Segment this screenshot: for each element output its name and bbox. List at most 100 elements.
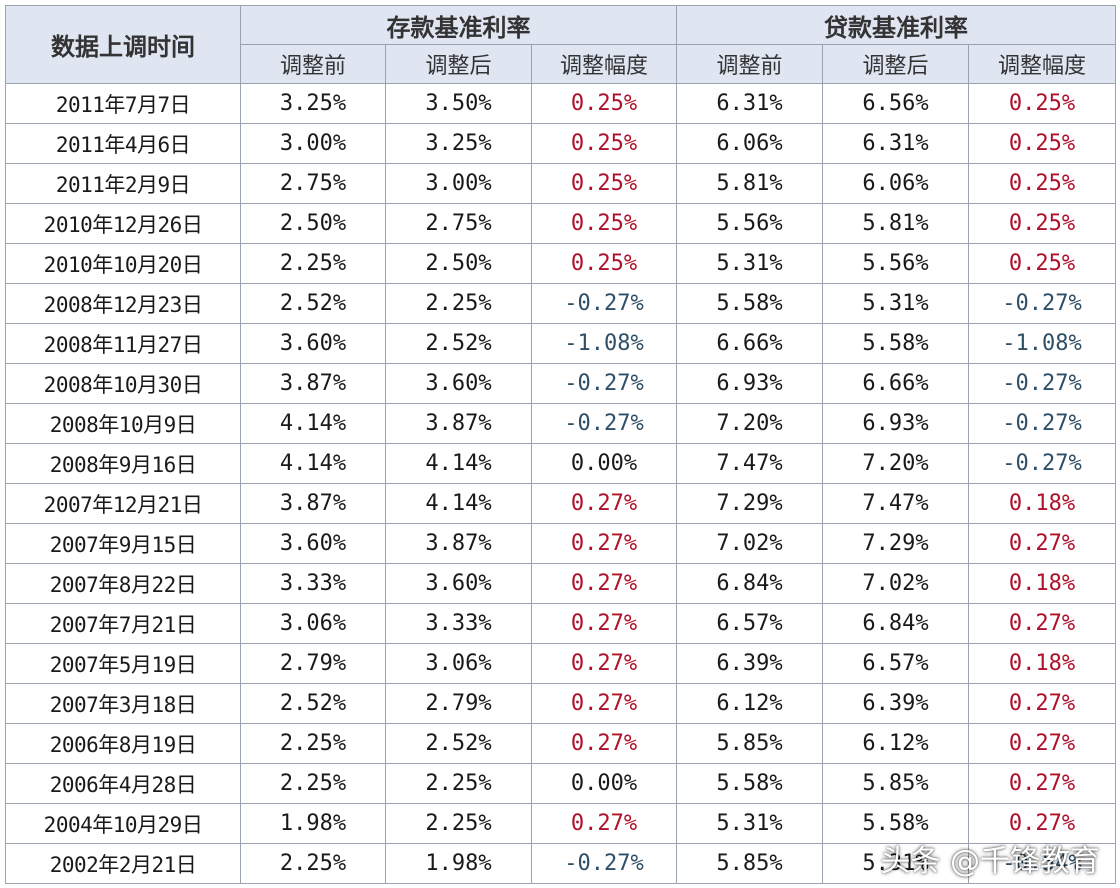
date-cell: 2008年10月30日 xyxy=(5,363,241,404)
table-row: 2006年8月19日 2.25% 2.52% 0.27% 5.85% 6.12% 0.27% xyxy=(5,723,1117,764)
loan-change-cell: 0.27% xyxy=(968,523,1117,564)
loan-after-cell: 6.12% xyxy=(822,723,970,764)
loan-change-cell: -0.27% xyxy=(968,363,1117,404)
table-body: 2011年7月7日 3.25% 3.50% 0.25% 6.31% 6.56% 0.25% 2… xyxy=(5,83,1117,884)
loan-before-cell: 6.93% xyxy=(676,363,824,404)
deposit-before-cell: 2.25% xyxy=(240,243,386,284)
deposit-before-cell: 3.25% xyxy=(240,83,386,124)
loan-before-cell: 5.58% xyxy=(676,763,824,804)
deposit-change-cell: 0.25% xyxy=(530,163,678,204)
deposit-change-header: 调整幅度 xyxy=(530,44,678,84)
loan-after-cell: 6.39% xyxy=(822,683,970,724)
loan-after-cell: 5.58% xyxy=(822,323,970,364)
loan-before-cell: 5.58% xyxy=(676,283,824,324)
loan-after-cell: 5.58% xyxy=(822,803,970,844)
loan-before-cell: 7.02% xyxy=(676,523,824,564)
deposit-after-cell: 2.52% xyxy=(385,723,532,764)
table-row: 2008年9月16日 4.14% 4.14% 0.00% 7.47% 7.20% -0.27… xyxy=(5,443,1117,484)
deposit-after-cell: 2.75% xyxy=(385,203,532,244)
loan-after-header: 调整后 xyxy=(822,44,970,84)
date-cell: 2007年5月19日 xyxy=(5,643,241,684)
loan-after-cell: 6.57% xyxy=(822,643,970,684)
deposit-before-cell: 4.14% xyxy=(240,403,386,444)
deposit-after-cell: 3.60% xyxy=(385,563,532,604)
deposit-after-cell: 2.52% xyxy=(385,323,532,364)
deposit-before-cell: 2.79% xyxy=(240,643,386,684)
date-column-header: 数据上调时间 xyxy=(5,5,241,84)
deposit-after-cell: 3.87% xyxy=(385,523,532,564)
table-row: 2007年7月21日 3.06% 3.33% 0.27% 6.57% 6.84% 0.27% xyxy=(5,603,1117,644)
deposit-before-cell: 3.87% xyxy=(240,483,386,524)
loan-after-cell: 6.56% xyxy=(822,83,970,124)
deposit-after-cell: 2.79% xyxy=(385,683,532,724)
deposit-before-cell: 1.98% xyxy=(240,803,386,844)
loan-change-cell: 0.27% xyxy=(968,763,1117,804)
date-cell: 2006年4月28日 xyxy=(5,763,241,804)
loan-before-cell: 5.31% xyxy=(676,243,824,284)
deposit-after-cell: 3.06% xyxy=(385,643,532,684)
table-row: 2004年10月29日 1.98% 2.25% 0.27% 5.31% 5.58% 0.27… xyxy=(5,803,1117,844)
date-cell: 2008年9月16日 xyxy=(5,443,241,484)
deposit-change-cell: -0.27% xyxy=(530,843,678,884)
deposit-before-cell: 3.60% xyxy=(240,323,386,364)
loan-before-cell: 5.81% xyxy=(676,163,824,204)
date-cell: 2007年3月18日 xyxy=(5,683,241,724)
loan-change-cell: 0.25% xyxy=(968,123,1117,164)
deposit-change-cell: 0.27% xyxy=(530,683,678,724)
loan-before-cell: 6.57% xyxy=(676,603,824,644)
deposit-before-cell: 3.87% xyxy=(240,363,386,404)
deposit-after-cell: 3.25% xyxy=(385,123,532,164)
deposit-after-cell: 1.98% xyxy=(385,843,532,884)
deposit-change-cell: 0.00% xyxy=(530,763,678,804)
table-row: 2008年10月30日 3.87% 3.60% -0.27% 6.93% 6.66% -0.… xyxy=(5,363,1117,404)
loan-change-cell: 0.25% xyxy=(968,243,1117,284)
loan-after-cell: 5.56% xyxy=(822,243,970,284)
loan-change-cell: 0.25% xyxy=(968,163,1117,204)
loan-after-cell: 7.47% xyxy=(822,483,970,524)
loan-before-cell: 7.29% xyxy=(676,483,824,524)
loan-after-cell: 7.29% xyxy=(822,523,970,564)
table-row: 2007年12月21日 3.87% 4.14% 0.27% 7.29% 7.47% 0.18… xyxy=(5,483,1117,524)
loan-before-cell: 5.85% xyxy=(676,723,824,764)
deposit-before-cell: 2.52% xyxy=(240,683,386,724)
loan-change-cell: 0.18% xyxy=(968,563,1117,604)
deposit-after-cell: 3.60% xyxy=(385,363,532,404)
deposit-after-cell: 3.00% xyxy=(385,163,532,204)
table-row: 2007年5月19日 2.79% 3.06% 0.27% 6.39% 6.57% 0.18% xyxy=(5,643,1117,684)
loan-after-cell: 7.20% xyxy=(822,443,970,484)
deposit-after-cell: 2.50% xyxy=(385,243,532,284)
deposit-change-cell: -1.08% xyxy=(530,323,678,364)
loan-before-cell: 6.31% xyxy=(676,83,824,124)
date-cell: 2006年8月19日 xyxy=(5,723,241,764)
loan-before-cell: 6.06% xyxy=(676,123,824,164)
date-cell: 2007年7月21日 xyxy=(5,603,241,644)
deposit-change-cell: -0.27% xyxy=(530,403,678,444)
loan-change-cell: -0.27% xyxy=(968,443,1117,484)
deposit-after-cell: 3.33% xyxy=(385,603,532,644)
loan-after-cell: 7.02% xyxy=(822,563,970,604)
date-cell: 2007年9月15日 xyxy=(5,523,241,564)
loan-change-cell: -0.27% xyxy=(968,403,1117,444)
deposit-change-cell: 0.00% xyxy=(530,443,678,484)
loan-after-cell: 5.31% xyxy=(822,843,970,884)
table-row: 2011年2月9日 2.75% 3.00% 0.25% 5.81% 6.06% 0.25% xyxy=(5,163,1117,204)
loan-after-cell: 5.81% xyxy=(822,203,970,244)
table-row: 2011年7月7日 3.25% 3.50% 0.25% 6.31% 6.56% 0.25% xyxy=(5,83,1117,124)
deposit-after-cell: 2.25% xyxy=(385,763,532,804)
loan-before-cell: 5.31% xyxy=(676,803,824,844)
table-row: 2010年10月20日 2.25% 2.50% 0.25% 5.31% 5.56% 0.25… xyxy=(5,243,1117,284)
deposit-after-cell: 3.50% xyxy=(385,83,532,124)
deposit-change-cell: 0.27% xyxy=(530,523,678,564)
deposit-before-cell: 2.25% xyxy=(240,763,386,804)
loan-after-cell: 5.85% xyxy=(822,763,970,804)
deposit-after-cell: 2.25% xyxy=(385,283,532,324)
deposit-change-cell: 0.25% xyxy=(530,123,678,164)
deposit-before-cell: 3.00% xyxy=(240,123,386,164)
deposit-after-cell: 3.87% xyxy=(385,403,532,444)
loan-after-cell: 6.06% xyxy=(822,163,970,204)
table-row: 2008年11月27日 3.60% 2.52% -1.08% 6.66% 5.58% -1.… xyxy=(5,323,1117,364)
table-row: 2002年2月21日 2.25% 1.98% -0.27% 5.85% 5.31% -0.5… xyxy=(5,843,1117,884)
loan-before-cell: 5.85% xyxy=(676,843,824,884)
date-cell: 2004年10月29日 xyxy=(5,803,241,844)
loan-change-cell: 0.18% xyxy=(968,643,1117,684)
